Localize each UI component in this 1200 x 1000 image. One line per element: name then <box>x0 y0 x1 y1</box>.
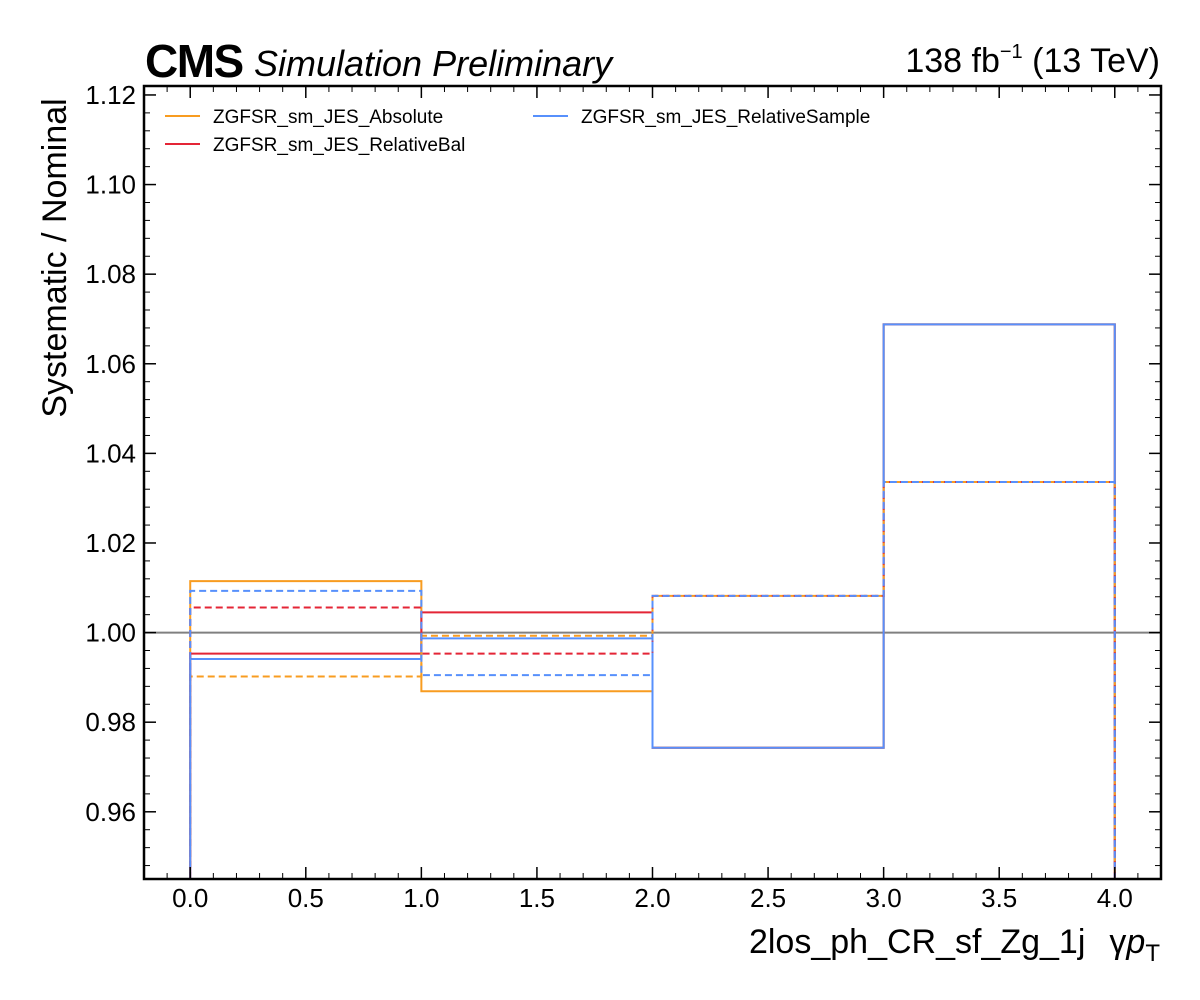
x-axis-label-main: 2los_ph_CR_sf_Zg_1j <box>749 923 1085 961</box>
y-tick-label: 1.00 <box>85 618 136 648</box>
y-tick-label: 1.08 <box>85 259 136 289</box>
experiment-label: CMS <box>145 35 243 87</box>
x-tick-label: 2.5 <box>750 883 786 913</box>
series-line-2 <box>189 323 1116 879</box>
lumi-value: 138 fb <box>905 42 1000 80</box>
x-axis-label-var: γ <box>1109 923 1126 961</box>
x-axis-label-sub: T <box>1145 940 1160 967</box>
x-tick-label: 0.0 <box>172 883 208 913</box>
series-layer <box>189 323 1116 879</box>
x-tick-label: 2.0 <box>634 883 670 913</box>
energy-label: (13 TeV) <box>1023 42 1160 80</box>
lumi-label: 138 fb−1 (13 TeV) <box>905 41 1160 80</box>
x-axis-label: 2los_ph_CR_sf_Zg_1j γpT <box>749 923 1160 967</box>
x-tick-label: 4.0 <box>1097 883 1133 913</box>
legend-label: ZGFSR_sm_JES_RelativeBal <box>213 135 465 156</box>
x-tick-label: 1.0 <box>403 883 439 913</box>
plot-area <box>144 323 1161 879</box>
status-label: Simulation Preliminary <box>254 43 614 84</box>
lumi-exponent: −1 <box>1000 41 1023 63</box>
ticks-layer: 0.0 0.5 1.0 1.5 2.0 2.5 3.0 3.5 4.0 0.96 0.98 1.00 1… <box>85 80 1162 913</box>
y-tick-label: 1.12 <box>85 80 136 110</box>
plot-frame <box>142 84 1163 881</box>
x-tick-label: 1.5 <box>519 883 555 913</box>
y-tick-label: 1.04 <box>85 438 136 468</box>
legend-label: ZGFSR_sm_JES_RelativeSample <box>581 107 870 128</box>
x-axis-label-p: p <box>1125 923 1145 961</box>
x-tick-label: 3.0 <box>866 883 902 913</box>
series-line-dashed-5 <box>189 481 1116 879</box>
y-axis-label: Systematic / Nominal <box>36 98 74 417</box>
y-tick-label: 0.98 <box>85 707 136 737</box>
y-tick-label: 0.96 <box>85 797 136 827</box>
legend-label: ZGFSR_sm_JES_Absolute <box>213 107 443 128</box>
x-tick-label: 3.5 <box>981 883 1017 913</box>
y-tick-label: 1.10 <box>85 170 136 200</box>
y-tick-label: 1.02 <box>85 528 136 558</box>
y-tick-label: 1.06 <box>85 349 136 379</box>
x-tick-label: 0.5 <box>288 883 324 913</box>
legend: ZGFSR_sm_JES_Absolute ZGFSR_sm_JES_Relati… <box>165 107 870 156</box>
